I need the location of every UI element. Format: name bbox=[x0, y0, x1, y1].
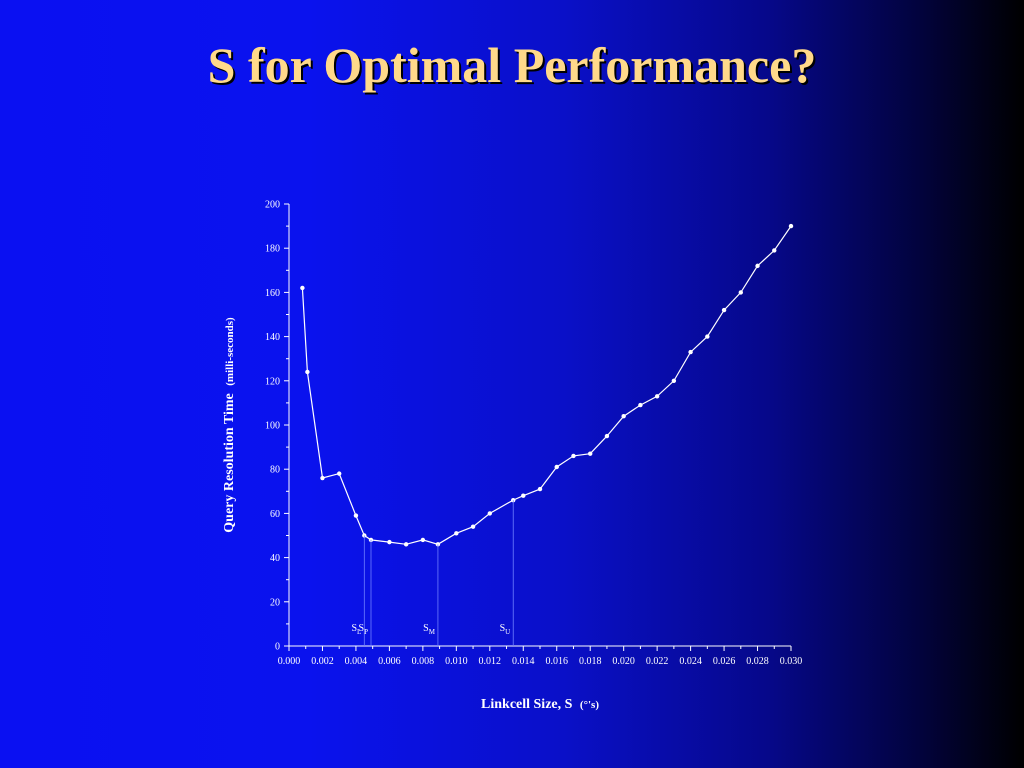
x-tick-label: 0.006 bbox=[378, 656, 401, 667]
x-axis-label-unit: (°'s) bbox=[580, 699, 599, 711]
annotation-label: SL bbox=[351, 623, 361, 636]
y-tick-label: 20 bbox=[270, 597, 280, 608]
y-tick-label: 100 bbox=[265, 421, 280, 432]
annotation-label: SU bbox=[500, 623, 511, 636]
data-point bbox=[621, 413, 626, 419]
series-line bbox=[301, 225, 792, 545]
data-point bbox=[470, 524, 476, 529]
y-axis-label-unit: (milli-seconds) bbox=[224, 317, 236, 386]
data-point bbox=[721, 307, 727, 313]
y-tick-label: 140 bbox=[265, 332, 280, 343]
x-tick-label: 0.000 bbox=[278, 656, 301, 667]
x-tick-label: 0.010 bbox=[445, 656, 468, 667]
data-point bbox=[403, 542, 409, 547]
data-point bbox=[487, 511, 492, 516]
x-tick-label: 0.026 bbox=[713, 656, 736, 667]
x-tick-label: 0.014 bbox=[512, 656, 535, 667]
annotation-label-subscript: L bbox=[357, 628, 361, 636]
data-point bbox=[554, 464, 559, 470]
data-point bbox=[772, 248, 777, 253]
data-point bbox=[688, 349, 693, 355]
x-axis-label: Linkcell Size, S (°'s) bbox=[481, 697, 599, 712]
y-tick-label: 40 bbox=[270, 553, 280, 564]
y-axis-label-text: Query Resolution Time bbox=[222, 393, 237, 533]
data-point bbox=[638, 402, 643, 408]
y-tick-label: 200 bbox=[265, 200, 280, 211]
annotation-label-subscript: P bbox=[364, 628, 368, 636]
data-point bbox=[305, 369, 310, 375]
x-tick-label: 0.018 bbox=[579, 656, 602, 667]
x-tick-label: 0.012 bbox=[479, 656, 502, 667]
x-tick-label: 0.030 bbox=[780, 656, 803, 667]
data-point bbox=[654, 394, 660, 399]
y-tick-label: 180 bbox=[265, 244, 280, 255]
x-tick-label: 0.022 bbox=[646, 656, 669, 667]
data-point bbox=[571, 453, 576, 459]
data-point bbox=[521, 493, 526, 498]
data-point bbox=[738, 290, 743, 295]
x-tick-label: 0.024 bbox=[679, 656, 702, 667]
data-point bbox=[337, 471, 342, 476]
x-tick-label: 0.004 bbox=[345, 656, 368, 667]
chart-axes: 0 20 40 60 80 100 120 140 160 180 200 0.000 0.002 0.0… bbox=[265, 200, 802, 668]
annotation-label-text: S bbox=[351, 623, 357, 634]
annotation-label-text: S bbox=[423, 623, 429, 634]
data-point bbox=[537, 486, 543, 492]
y-axis-label: Query Resolution Time (milli-seconds) bbox=[222, 317, 237, 533]
chart-marks bbox=[300, 223, 794, 547]
annotation-label: SM bbox=[423, 623, 436, 636]
y-tick-label: 160 bbox=[265, 288, 280, 299]
data-point bbox=[353, 513, 359, 518]
data-point bbox=[755, 263, 760, 269]
data-point bbox=[420, 537, 426, 543]
data-point bbox=[320, 475, 325, 481]
y-tick-label: 80 bbox=[270, 465, 280, 476]
annotation-label-subscript: M bbox=[429, 628, 436, 636]
data-point bbox=[604, 433, 610, 439]
data-point bbox=[705, 334, 710, 339]
x-axis-label-text: Linkcell Size, S bbox=[481, 697, 573, 712]
data-point bbox=[788, 223, 794, 229]
annotation-label-subscript: U bbox=[505, 628, 510, 636]
data-point bbox=[454, 531, 459, 536]
x-tick-label: 0.008 bbox=[412, 656, 435, 667]
y-tick-label: 120 bbox=[265, 376, 280, 387]
data-point bbox=[671, 378, 677, 383]
y-tick-label: 60 bbox=[270, 509, 280, 520]
data-point bbox=[387, 539, 392, 545]
x-tick-label: 0.028 bbox=[746, 656, 769, 667]
x-tick-label: 0.016 bbox=[545, 656, 568, 667]
slide-title: S for Optimal Performance? bbox=[207, 37, 817, 93]
annotation-label: SP bbox=[359, 623, 369, 636]
y-tick-label: 0 bbox=[275, 642, 280, 653]
data-point bbox=[588, 451, 593, 456]
annotation-label-text: S bbox=[359, 623, 365, 634]
x-tick-label: 0.020 bbox=[612, 656, 635, 667]
x-tick-label: 0.002 bbox=[311, 656, 334, 667]
data-point bbox=[300, 285, 305, 291]
annotation-label-text: S bbox=[500, 623, 506, 634]
